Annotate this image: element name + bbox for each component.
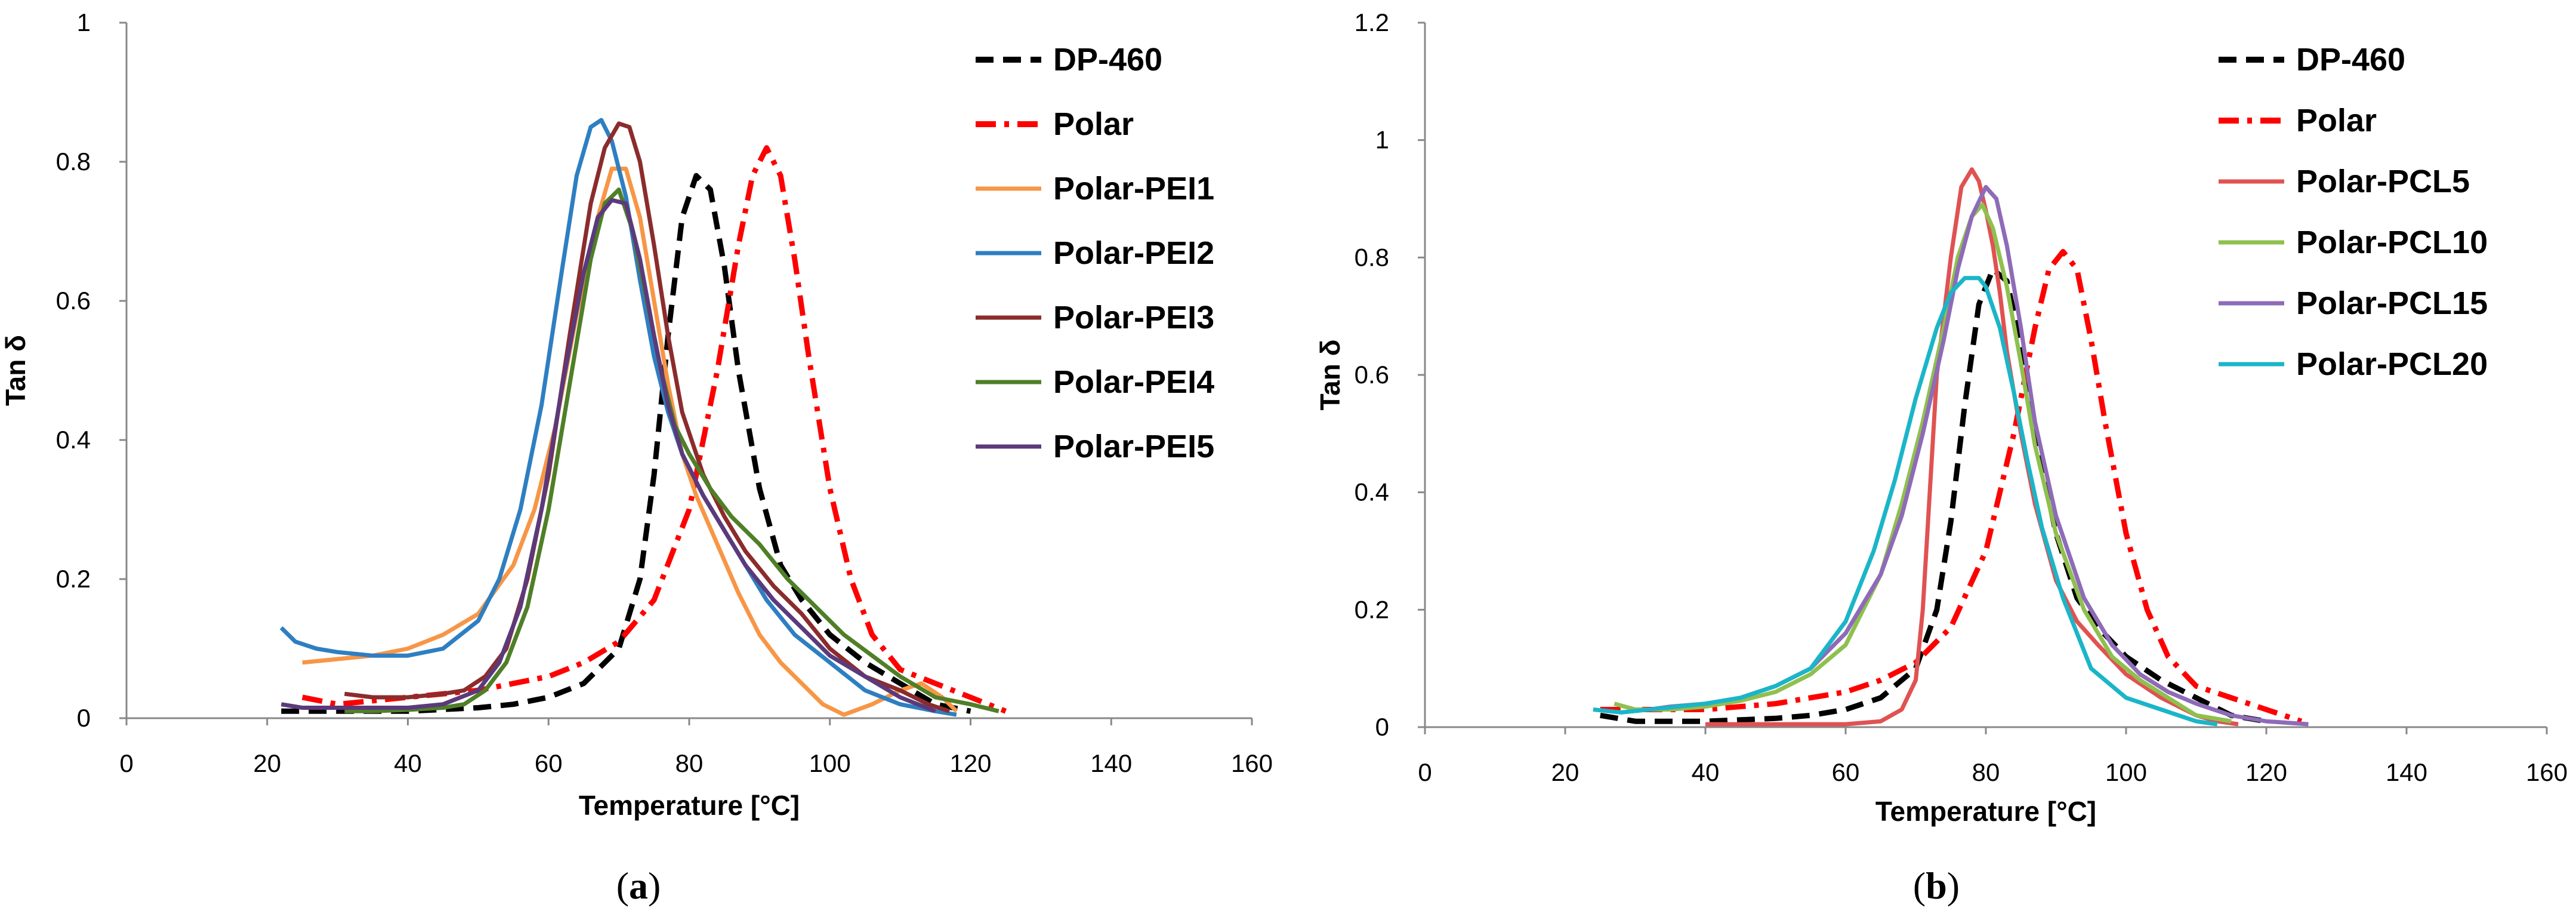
chart-a-x-tick-label: 160	[1231, 749, 1273, 777]
chart-a-x-tick-label: 140	[1090, 749, 1132, 777]
chart-b-x-axis-title: Temperature [°C]	[1875, 796, 2096, 827]
chart-a: 0 20 40 60 80 100 120 140 160 0 0.2 0.4 0.6 0.8 1 Tempe…	[0, 8, 1273, 821]
chart-a-legend-label-polar: Polar	[1053, 106, 1134, 142]
chart-b-x-tick-label: 80	[1972, 758, 2000, 786]
chart-a-y-tick-label: 0.8	[56, 147, 91, 176]
chart-a-x-tick-label: 80	[675, 749, 704, 777]
chart-b-y-tick-label: 1	[1375, 126, 1389, 154]
chart-b-y-axis-title: Tan δ	[1315, 339, 1346, 410]
chart-b-legend-label-polar: Polar	[2296, 103, 2377, 139]
chart-a-x-tick-label: 60	[535, 749, 563, 777]
chart-a-y-tick-label: 0.2	[56, 565, 91, 593]
chart-a-legend-label-polar-pei5: Polar-PEI5	[1053, 429, 1214, 464]
chart-b-y-tick-label: 0.2	[1355, 595, 1389, 623]
chart-a-legend-label-polar-pei4: Polar-PEI4	[1053, 364, 1214, 400]
chart-b-series-polar-pcl10	[1614, 202, 2232, 724]
chart-a-legend-label-dp-460: DP-460	[1053, 42, 1162, 78]
chart-b-x-tick-label: 140	[2386, 758, 2427, 786]
chart-b-legend-label-polar-pcl5: Polar-PCL5	[2296, 164, 2470, 199]
chart-b-x-tick-label: 120	[2245, 758, 2287, 786]
chart-b-x-tick-label: 160	[2526, 758, 2568, 786]
chart-b-y-tick-label: 1.2	[1355, 8, 1389, 36]
panel-caption-a: (a)	[616, 864, 661, 907]
chart-a-series-polar-pei2	[279, 118, 957, 717]
chart-a-y-axis-title: Tan δ	[0, 335, 31, 406]
chart-a-y-tick-label: 0.6	[56, 287, 91, 315]
chart-b-y-tick-label: 0.8	[1355, 243, 1389, 271]
chart-a-x-tick-label: 100	[809, 749, 851, 777]
chart-a-series-polar-pei3	[344, 121, 951, 713]
chart-a-y-tick-label: 0	[77, 704, 91, 732]
chart-a-y-tick-label: 1	[77, 8, 91, 36]
chart-a-x-axis-title: Temperature [°C]	[579, 790, 800, 821]
chart-a-legend-label-polar-pei3: Polar-PEI3	[1053, 300, 1214, 336]
chart-a-x-tick-label: 20	[253, 749, 281, 777]
panel-caption-b: (b)	[1913, 864, 1960, 907]
chart-b-series-polar	[1600, 249, 2303, 724]
chart-a-legend-label-polar-pei2: Polar-PEI2	[1053, 235, 1214, 271]
chart-a-legend: DP-460 Polar Polar-PEI1 Polar-PEI2 Polar-PEI…	[976, 42, 1214, 464]
chart-a-series-polar-pei5	[280, 198, 936, 713]
chart-b-y-tick-label: 0.4	[1355, 478, 1389, 506]
chart-b-x-tick-label: 100	[2105, 758, 2147, 786]
chart-a-y-tick-label: 0.4	[56, 426, 91, 454]
chart-b-legend-label-polar-pcl15: Polar-PCL15	[2296, 285, 2488, 321]
chart-a-series-polar	[301, 145, 1007, 714]
chart-b-x-tick-label: 20	[1551, 758, 1579, 786]
chart-b-legend-label-dp-460: DP-460	[2296, 42, 2405, 78]
chart-b: 0 20 40 60 80 100 120 140 160 0 0.2 0.4 0.6 0.8 1 1.2 Te…	[1315, 8, 2568, 827]
chart-b-x-tick-label: 60	[1832, 758, 1860, 786]
chart-b-series-polar-pcl15	[1649, 184, 2309, 727]
chart-b-x-tick-label: 0	[1418, 758, 1432, 786]
chart-a-x-tick-label: 120	[949, 749, 991, 777]
chart-b-x-tick-label: 40	[1692, 758, 1720, 786]
chart-a-series-polar-pei1	[302, 167, 958, 717]
chart-a-x-tick-label: 0	[119, 749, 133, 777]
panel-caption-a-letter: a	[629, 864, 648, 907]
chart-a-x-tick-label: 40	[394, 749, 422, 777]
chart-b-legend-label-polar-pcl20: Polar-PCL20	[2296, 346, 2488, 382]
chart-b-legend: DP-460 Polar Polar-PCL5 Polar-PCL10 Polar-PC…	[2219, 42, 2488, 382]
chart-b-y-tick-label: 0.6	[1355, 361, 1389, 389]
chart-b-y-tick-label: 0	[1375, 713, 1389, 741]
chart-a-legend-label-polar-pei1: Polar-PEI1	[1053, 171, 1214, 207]
chart-b-legend-label-polar-pcl10: Polar-PCL10	[2296, 224, 2488, 260]
chart-a-series-dp-460	[281, 173, 971, 714]
panel-caption-b-letter: b	[1926, 864, 1947, 907]
chart-b-series-polar-pcl20	[1593, 276, 2218, 727]
